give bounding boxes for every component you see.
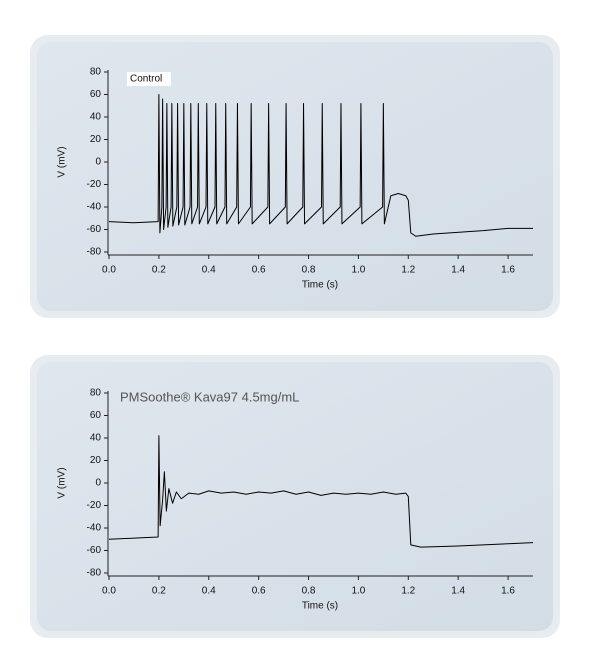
x-tick-label: 0.2 <box>152 265 166 276</box>
x-tick-label: 1.6 <box>501 265 515 276</box>
y-tick-label: 80 <box>90 67 102 78</box>
y-tick-label: -40 <box>87 202 102 213</box>
x-tick-label: 0.6 <box>252 265 266 276</box>
x-tick-label: 1.4 <box>451 586 465 597</box>
y-tick-label: -60 <box>87 224 102 235</box>
x-tick-label: 0.0 <box>102 586 116 597</box>
y-tick-label: 20 <box>90 134 102 145</box>
y-tick-label: 40 <box>90 112 102 123</box>
y-tick-label: 0 <box>95 478 101 489</box>
y-tick-label: 40 <box>90 433 102 444</box>
y-tick-label: -20 <box>87 179 102 190</box>
x-axis-label: Time (s) <box>302 280 338 291</box>
x-tick-label: 1.2 <box>401 586 415 597</box>
y-tick-label: 80 <box>90 388 102 399</box>
y-axis-label: V (mV) <box>57 146 68 177</box>
y-tick-label: 20 <box>90 455 102 466</box>
y-tick-label: -80 <box>87 247 102 258</box>
x-tick-label: 0.8 <box>302 265 316 276</box>
trace <box>108 94 533 237</box>
x-axis-label: Time (s) <box>302 601 338 612</box>
x-tick-label: 0.4 <box>202 586 216 597</box>
x-tick-label: 0.4 <box>202 265 216 276</box>
y-tick-label: 0 <box>95 157 101 168</box>
y-axis-label: V (mV) <box>57 467 68 498</box>
panel <box>37 42 553 311</box>
y-tick-label: -20 <box>87 500 102 511</box>
y-tick-label: 60 <box>90 410 102 421</box>
trace <box>108 435 534 548</box>
x-tick-label: 0.8 <box>302 586 316 597</box>
chart-title: PMSoothe® Kava97 4.5mg/mL <box>120 389 299 404</box>
x-tick-label: 1.2 <box>401 265 415 276</box>
y-tick-label: -80 <box>87 568 102 579</box>
x-tick-label: 0.6 <box>252 586 266 597</box>
title-box <box>127 72 171 86</box>
x-tick-label: 1.0 <box>351 586 365 597</box>
x-tick-label: 0.2 <box>152 586 166 597</box>
x-tick-label: 1.4 <box>451 265 465 276</box>
x-tick-label: 1.0 <box>351 265 365 276</box>
y-tick-label: -40 <box>87 523 102 534</box>
x-tick-label: 0.0 <box>102 265 116 276</box>
y-tick-label: 60 <box>90 89 102 100</box>
chart-title: Control <box>130 74 162 85</box>
x-tick-label: 1.6 <box>501 586 515 597</box>
y-tick-label: -60 <box>87 545 102 556</box>
panel <box>37 362 553 631</box>
